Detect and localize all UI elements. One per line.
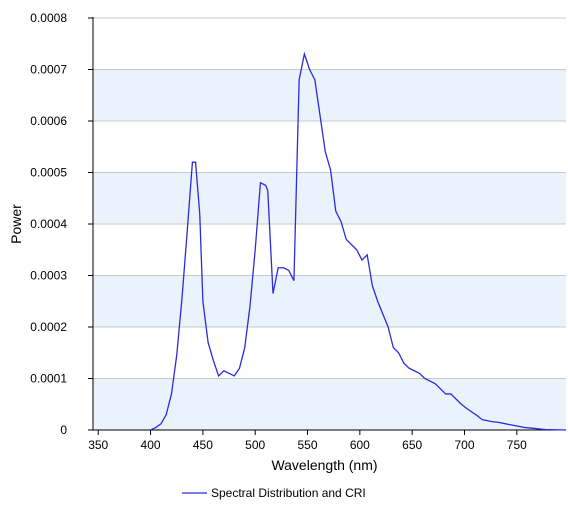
x-tick-label: 750 (507, 438, 527, 452)
x-axis-title: Wavelength (nm) (271, 457, 377, 473)
background-band (93, 172, 566, 224)
x-tick-label: 700 (454, 438, 474, 452)
x-tick-label: 600 (350, 438, 370, 452)
legend: Spectral Distribution and CRI (182, 486, 366, 500)
y-tick-label: 0.0007 (30, 63, 67, 77)
y-tick-label: 0 (60, 423, 67, 437)
y-tick-label: 0.0001 (30, 372, 67, 386)
y-tick-label: 0.0004 (30, 217, 67, 231)
x-tick-label: 550 (298, 438, 318, 452)
x-tick-label: 650 (402, 438, 422, 452)
series-line (150, 51, 567, 431)
x-axis-ticks: 350 400 450 500 550 600 650 700 750 (88, 430, 527, 452)
y-tick-label: 0.0003 (30, 269, 67, 283)
y-tick-label: 0.0005 (30, 166, 67, 180)
y-axis-title: Power (8, 204, 24, 244)
gridlines (93, 17, 566, 379)
y-tick-label: 0.0006 (30, 114, 67, 128)
background-bands (93, 69, 566, 430)
background-band (93, 69, 566, 121)
x-tick-label: 450 (193, 438, 213, 452)
y-axis-ticks: 0 0.0001 0.0002 0.0003 0.0004 0.0005 0.0006 0.0… (30, 11, 93, 437)
y-tick-label: 0.0008 (30, 11, 67, 25)
x-tick-label: 350 (88, 438, 108, 452)
x-tick-label: 400 (141, 438, 161, 452)
y-tick-label: 0.0002 (30, 320, 67, 334)
legend-label: Spectral Distribution and CRI (211, 486, 366, 500)
x-tick-label: 500 (245, 438, 265, 452)
background-band (93, 275, 566, 327)
